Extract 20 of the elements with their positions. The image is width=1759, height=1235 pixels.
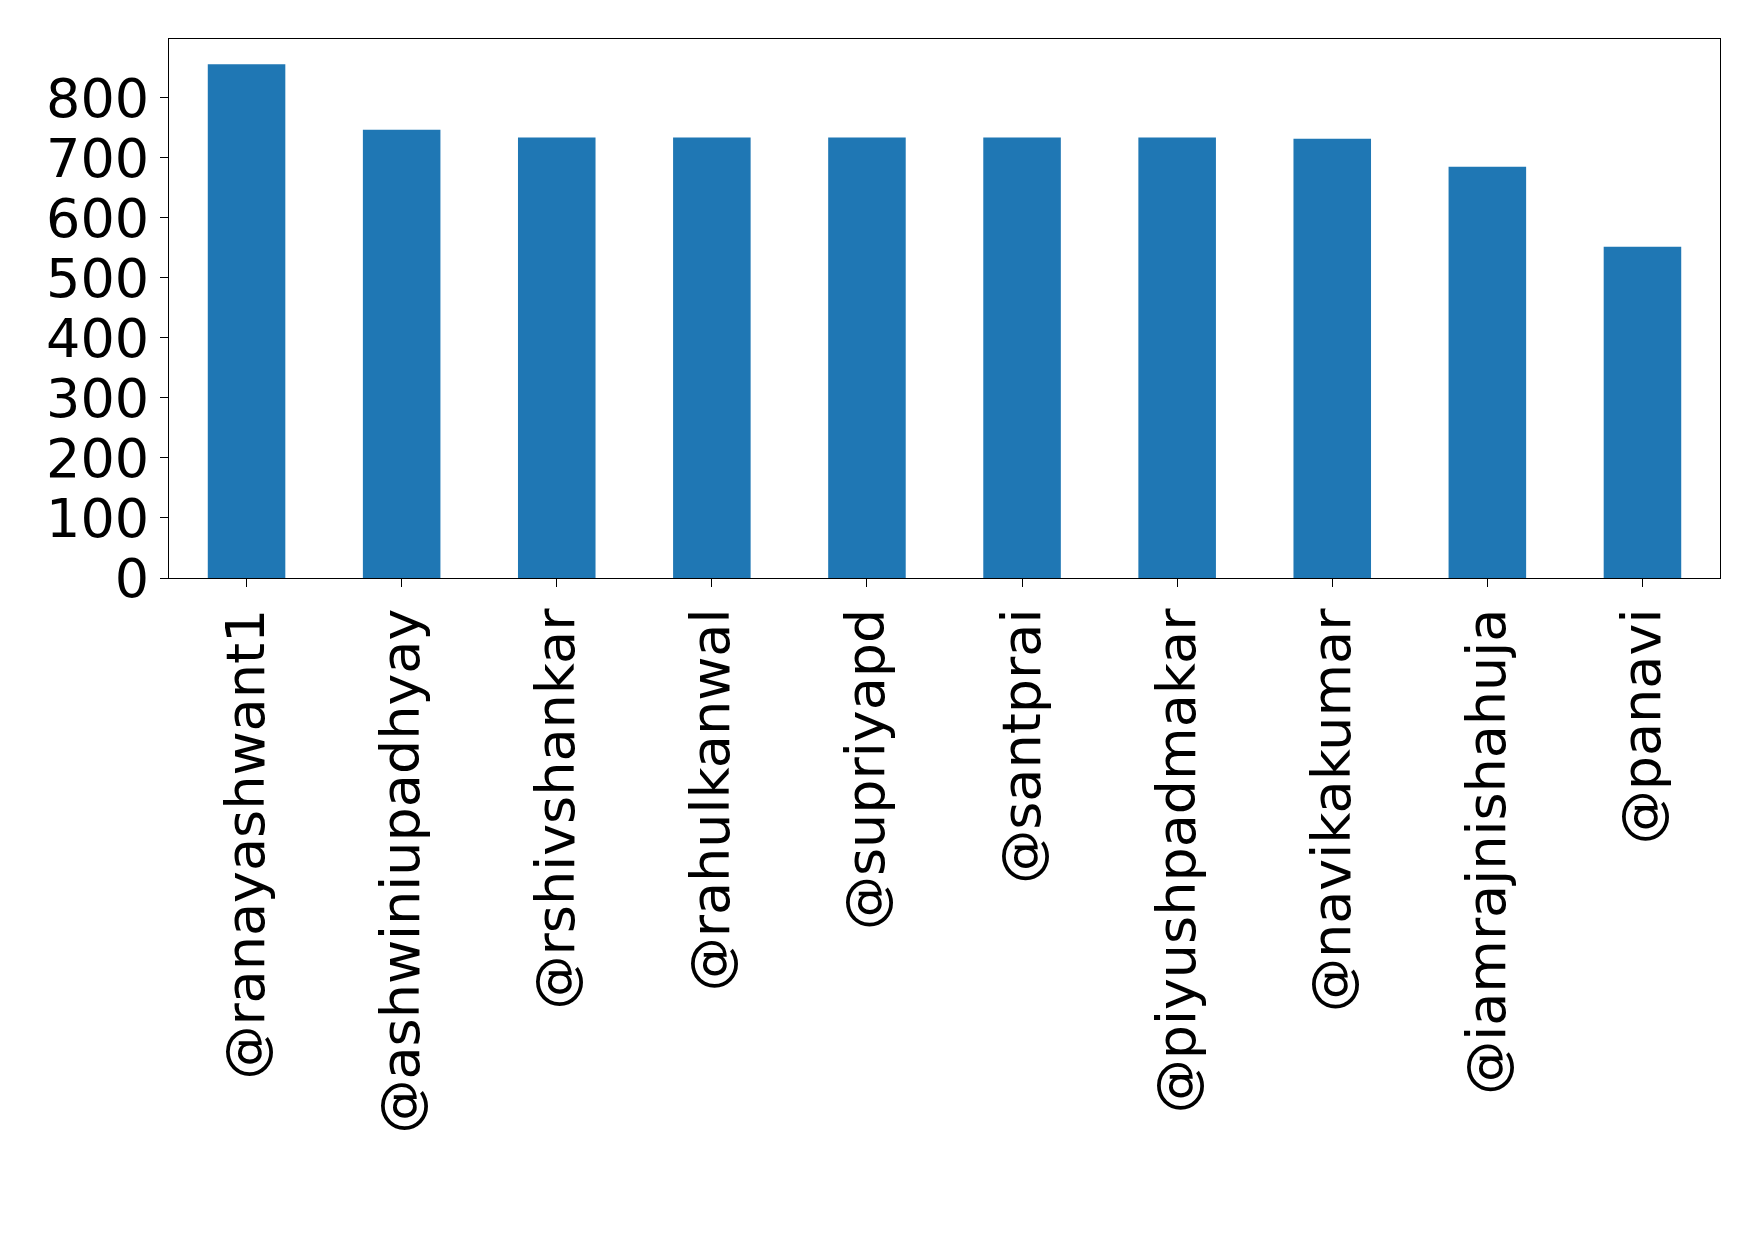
x-tick-label: @santprai: [989, 608, 1053, 884]
x-tick-label: @rahulkanwal: [679, 608, 743, 992]
bar: [517, 137, 596, 578]
bar: [983, 137, 1061, 578]
x-tick-label: @navikakumar: [1299, 607, 1363, 1013]
x-tick-label: @ranayashwant1: [214, 608, 278, 1080]
x-tick-label: @iamrajnishahuja: [1454, 608, 1518, 1095]
bar: [1448, 166, 1527, 578]
x-tick-label: @panavi: [1610, 608, 1673, 845]
x-tick-label: @rshivshankar: [524, 607, 588, 1010]
bar: [207, 64, 286, 578]
bar: [1138, 137, 1216, 578]
x-tick-label: @ashwiniupadhyay: [369, 608, 433, 1134]
bar: [1603, 246, 1682, 578]
bar: [1293, 138, 1372, 578]
x-tick-label: @supriyapd: [834, 608, 898, 931]
bar: [673, 137, 751, 578]
bar: [828, 137, 906, 578]
x-tick-label: @piyushpadmakar: [1144, 607, 1208, 1114]
bar: [362, 129, 441, 578]
